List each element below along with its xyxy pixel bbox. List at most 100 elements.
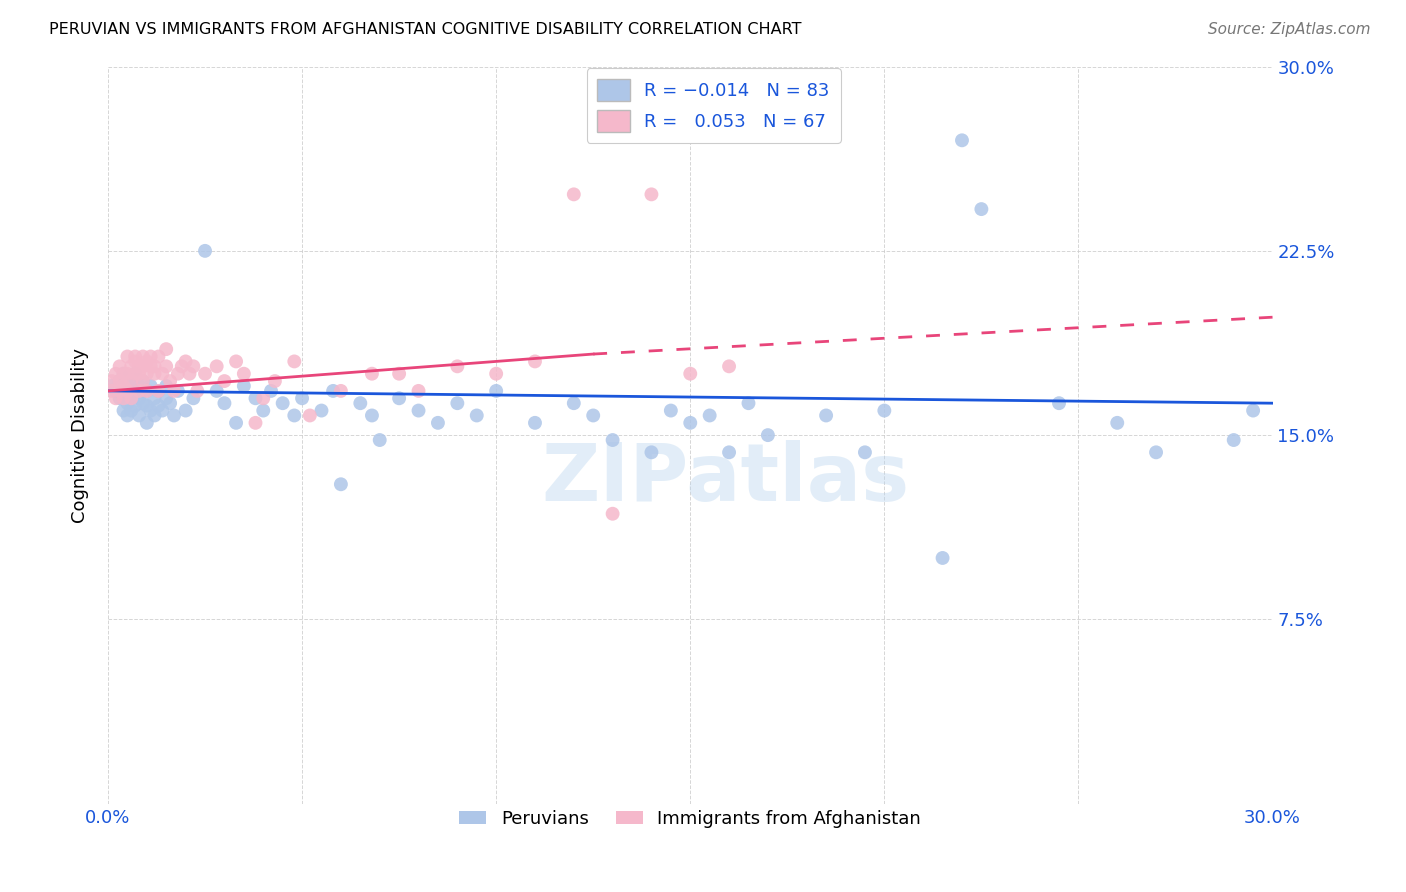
Point [117, 384, 139, 398]
Point [970, 202, 993, 216]
Point [101, 379, 124, 393]
Point [408, 403, 430, 417]
Point [104, 367, 127, 381]
Point [291, 391, 314, 405]
Point [298, 409, 321, 423]
Point [756, 428, 779, 442]
Point [659, 403, 682, 417]
Point [132, 350, 155, 364]
Point [108, 374, 131, 388]
Point [159, 374, 181, 388]
Point [718, 359, 741, 374]
Point [139, 359, 162, 374]
Point [232, 367, 254, 381]
Point [562, 187, 585, 202]
Point [446, 359, 468, 374]
Point [582, 409, 605, 423]
Point [159, 396, 181, 410]
Point [349, 396, 371, 410]
Point [194, 367, 217, 381]
Point [124, 354, 146, 368]
Point [124, 350, 146, 364]
Point [853, 445, 876, 459]
Point [311, 403, 333, 417]
Point [183, 359, 205, 374]
Point [128, 409, 150, 423]
Point [167, 384, 190, 398]
Point [245, 391, 267, 405]
Point [112, 384, 135, 398]
Point [150, 403, 173, 417]
Point [163, 409, 186, 423]
Point [873, 403, 896, 417]
Point [283, 354, 305, 368]
Point [120, 374, 142, 388]
Point [361, 367, 384, 381]
Y-axis label: Cognitive Disability: Cognitive Disability [72, 348, 89, 523]
Point [329, 477, 352, 491]
Point [1047, 396, 1070, 410]
Point [485, 367, 508, 381]
Point [101, 384, 124, 398]
Point [214, 374, 236, 388]
Point [408, 384, 430, 398]
Point [1144, 445, 1167, 459]
Point [524, 416, 547, 430]
Point [104, 384, 127, 398]
Point [128, 367, 150, 381]
Point [155, 359, 177, 374]
Point [640, 187, 662, 202]
Point [108, 384, 131, 398]
Point [264, 374, 287, 388]
Point [388, 367, 411, 381]
Point [120, 374, 142, 388]
Point [135, 384, 157, 398]
Point [194, 244, 217, 258]
Point [132, 374, 155, 388]
Point [322, 384, 344, 398]
Point [120, 391, 142, 405]
Point [602, 507, 624, 521]
Point [124, 399, 146, 413]
Point [120, 391, 142, 405]
Point [183, 391, 205, 405]
Point [117, 367, 139, 381]
Point [524, 354, 547, 368]
Point [283, 409, 305, 423]
Point [117, 409, 139, 423]
Point [170, 359, 193, 374]
Point [139, 350, 162, 364]
Point [260, 384, 283, 398]
Point [329, 384, 352, 398]
Point [135, 354, 157, 368]
Point [112, 367, 135, 381]
Point [112, 367, 135, 381]
Legend: Peruvians, Immigrants from Afghanistan: Peruvians, Immigrants from Afghanistan [453, 803, 928, 835]
Point [148, 399, 170, 413]
Point [117, 379, 139, 393]
Point [679, 367, 702, 381]
Point [388, 391, 411, 405]
Point [950, 133, 973, 147]
Point [225, 416, 247, 430]
Point [108, 374, 131, 388]
Point [446, 396, 468, 410]
Point [135, 367, 157, 381]
Point [148, 384, 170, 398]
Point [640, 445, 662, 459]
Point [485, 384, 508, 398]
Point [108, 391, 131, 405]
Point [232, 379, 254, 393]
Point [931, 551, 953, 566]
Point [148, 384, 170, 398]
Point [426, 416, 449, 430]
Point [214, 396, 236, 410]
Point [143, 409, 166, 423]
Point [135, 416, 157, 430]
Point [699, 409, 721, 423]
Point [815, 409, 838, 423]
Point [163, 384, 186, 398]
Point [155, 391, 177, 405]
Point [465, 409, 488, 423]
Point [143, 391, 166, 405]
